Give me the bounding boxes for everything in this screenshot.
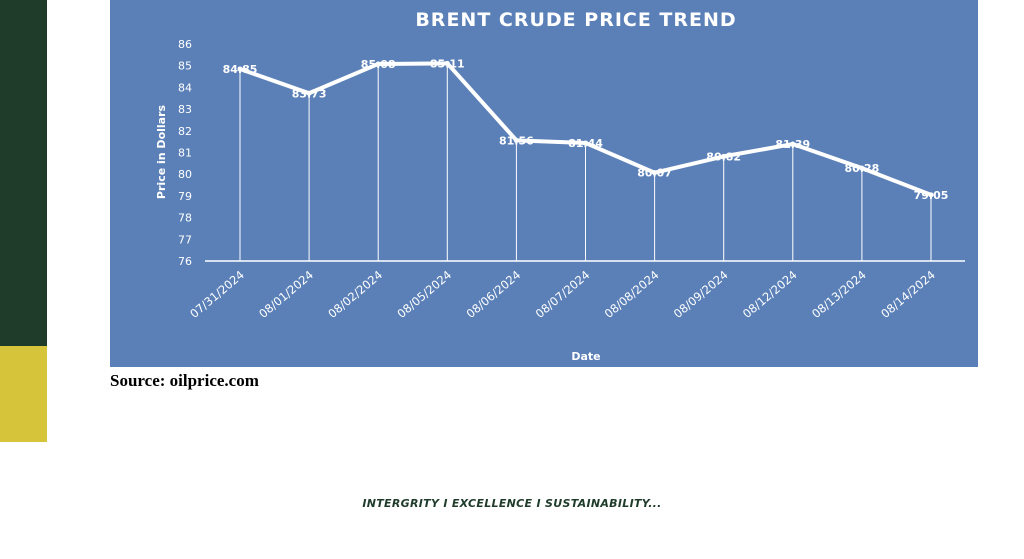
- brent-price-chart: BRENT CRUDE PRICE TREND Price in Dollars…: [155, 9, 965, 363]
- y-tick-label: 77: [178, 233, 192, 246]
- y-tick-label: 86: [178, 38, 192, 51]
- x-tick-label: 07/31/2024: [187, 268, 247, 321]
- data-point: [583, 140, 588, 146]
- data-label: 84.85: [223, 63, 258, 76]
- y-tick-label: 84: [178, 81, 192, 94]
- data-label: 85.11: [430, 57, 465, 70]
- x-tick-label: 08/01/2024: [256, 268, 316, 321]
- data-point: [859, 165, 865, 171]
- y-tick-label: 79: [178, 190, 192, 203]
- x-tick-label: 08/07/2024: [533, 268, 593, 321]
- plot-area: 76 77 78 79 80 81 82 83 84 85 86 84.85 83.73 85.08 85.…: [178, 38, 965, 321]
- data-label: 81.39: [775, 138, 810, 151]
- x-tick-label: 08/02/2024: [325, 268, 385, 321]
- y-tick-label: 80: [178, 168, 192, 181]
- y-tick-label: 81: [178, 147, 192, 160]
- data-label: 79.05: [914, 189, 949, 202]
- x-tick-label: 08/09/2024: [671, 268, 731, 321]
- data-label: 83.73: [292, 87, 327, 100]
- data-point: [652, 170, 658, 176]
- data-label: 81.56: [499, 134, 534, 147]
- data-point: [790, 141, 796, 147]
- data-label: 80.07: [637, 167, 672, 180]
- y-axis-label: Price in Dollars: [155, 104, 168, 199]
- x-tick-label: 08/12/2024: [740, 268, 800, 321]
- y-tick-label: 78: [178, 212, 192, 225]
- x-tick-label: 08/13/2024: [809, 268, 869, 321]
- x-tick-label: 08/08/2024: [602, 268, 662, 321]
- source-note: Source: oilprice.com: [110, 371, 259, 390]
- chart-title: BRENT CRUDE PRICE TREND: [415, 9, 736, 31]
- x-tick-label: 08/05/2024: [394, 268, 454, 321]
- data-point: [721, 153, 727, 159]
- data-point: [237, 66, 243, 72]
- x-tick-label: 08/06/2024: [464, 268, 524, 321]
- x-tick-label: 08/14/2024: [878, 268, 938, 321]
- data-label: 85.08: [361, 58, 396, 71]
- sidebar-green-bar: [0, 0, 47, 346]
- sidebar-yellow-bar: [0, 346, 47, 442]
- data-point: [513, 137, 519, 143]
- data-label: 81.44: [568, 137, 603, 150]
- footer-tagline: INTERGRITY I EXCELLENCE I SUSTAINABILITY…: [362, 497, 662, 510]
- data-point: [306, 90, 312, 96]
- data-point: [444, 60, 450, 66]
- y-tick-label: 82: [178, 125, 192, 138]
- data-label: 80.82: [706, 150, 741, 163]
- y-tick-label: 76: [178, 255, 192, 268]
- y-tick-label: 83: [178, 103, 192, 116]
- data-point: [375, 61, 381, 67]
- x-axis-label: Date: [571, 350, 600, 363]
- y-tick-label: 85: [178, 60, 192, 73]
- chart-panel: BRENT CRUDE PRICE TREND Price in Dollars…: [110, 0, 978, 367]
- data-point: [928, 192, 934, 198]
- data-label: 80.28: [845, 162, 880, 175]
